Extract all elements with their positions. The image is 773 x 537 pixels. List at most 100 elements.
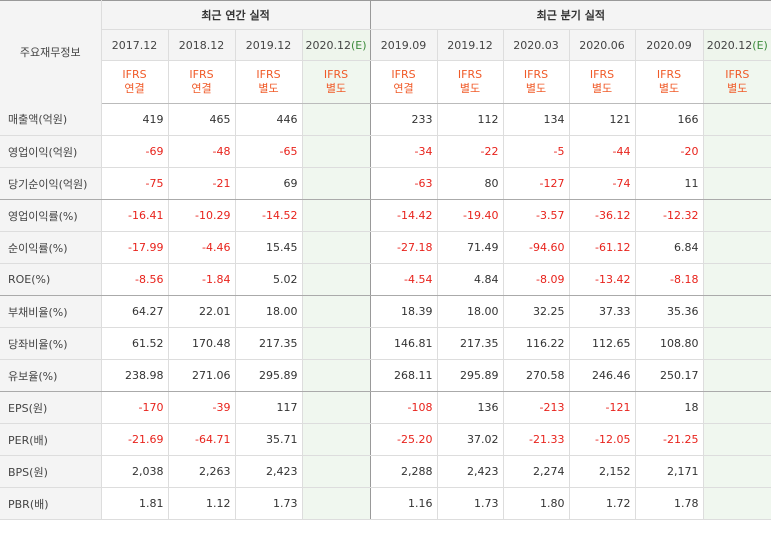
table-row: 영업이익(억원) -69 -48 -65 -34 -22 -5 -44 -20	[0, 135, 772, 168]
table-cell: 4.84	[437, 263, 504, 296]
table-cell: 108.80	[635, 327, 704, 360]
table-cell	[703, 199, 772, 232]
row-label: ROE(%)	[0, 263, 102, 296]
table-cell	[703, 135, 772, 168]
ifrs-basis: IFRS 별도	[302, 60, 371, 104]
table-cell	[302, 135, 371, 168]
period-header: 2019.12	[235, 29, 303, 61]
ifrs-standard: IFRS	[725, 68, 750, 81]
table-row: PBR(배) 1.81 1.12 1.73 1.16 1.73 1.80 1.72 1.78	[0, 487, 772, 520]
table-cell: 2,423	[235, 455, 303, 488]
ifrs-scope: 별도	[258, 82, 279, 95]
row-label: 당좌비율(%)	[0, 327, 102, 360]
ifrs-standard: IFRS	[323, 68, 349, 81]
table-row: 부채비율(%) 64.27 22.01 18.00 18.39 18.00 32.25 37.…	[0, 295, 772, 328]
ifrs-scope: 연결	[191, 82, 212, 95]
table-cell: -12.05	[569, 423, 636, 456]
table-cell: -14.42	[369, 199, 438, 232]
row-label: 영업이익률(%)	[0, 199, 102, 232]
table-cell: 136	[437, 391, 504, 424]
table-cell: -48	[168, 135, 236, 168]
ifrs-scope: 별도	[525, 82, 547, 95]
period-label: 2019.12	[447, 38, 493, 52]
table-cell: -75	[101, 167, 169, 200]
table-cell: -21.33	[503, 423, 570, 456]
table-cell: -108	[369, 391, 438, 424]
table-cell: 295.89	[235, 359, 303, 392]
table-cell	[302, 199, 371, 232]
period-label: 2019.09	[380, 38, 427, 52]
table-cell: -74	[569, 167, 636, 200]
table-cell: 217.35	[235, 327, 303, 360]
table-cell: -8.09	[503, 263, 570, 296]
table-cell: 2,423	[437, 455, 504, 488]
ifrs-scope: 별도	[325, 82, 347, 95]
ifrs-scope: 별도	[658, 82, 680, 95]
table-cell: 69	[235, 167, 303, 200]
table-cell	[302, 455, 371, 488]
period-label: 2017.12	[111, 38, 158, 52]
row-label: 유보율(%)	[0, 359, 102, 392]
period-header: 2020.03	[503, 29, 570, 61]
table-cell: -10.29	[168, 199, 236, 232]
period-header: 2019.12	[437, 29, 504, 61]
period-label: 2020.12	[305, 38, 351, 52]
table-cell: 2,038	[101, 455, 169, 488]
period-header: 2020.12(E)	[302, 29, 371, 61]
table-cell: 37.33	[569, 295, 636, 328]
row-label: BPS(원)	[0, 455, 102, 488]
table-cell: -61.12	[569, 231, 636, 264]
ifrs-standard: IFRS	[589, 68, 615, 81]
table-row: EPS(원) -170 -39 117 -108 136 -213 -121 18	[0, 391, 772, 424]
table-row: 당기순이익(억원) -75 -21 69 -63 80 -127 -74 11	[0, 167, 772, 200]
table-cell: -4.54	[369, 263, 438, 296]
table-cell: 11	[635, 167, 704, 200]
ifrs-standard: IFRS	[391, 68, 416, 81]
table-cell: 1.73	[235, 487, 303, 520]
table-cell: 112.65	[569, 327, 636, 360]
period-header: 2020.12(E)	[703, 29, 772, 61]
table-cell	[302, 295, 371, 328]
ifrs-basis: IFRS 별도	[569, 60, 636, 104]
table-cell: -94.60	[503, 231, 570, 264]
table-cell: 1.78	[635, 487, 704, 520]
row-label: 당기순이익(억원)	[0, 167, 102, 200]
table-cell: 1.73	[437, 487, 504, 520]
table-cell: -12.32	[635, 199, 704, 232]
table-cell	[703, 455, 772, 488]
table-cell: -4.46	[168, 231, 236, 264]
table-cell: 166	[635, 103, 704, 136]
table-cell: 270.58	[503, 359, 570, 392]
ifrs-scope: 연결	[124, 82, 145, 95]
table-cell: -1.84	[168, 263, 236, 296]
table-cell: 35.36	[635, 295, 704, 328]
table-cell	[703, 423, 772, 456]
row-label: PER(배)	[0, 423, 102, 456]
table-cell: 6.84	[635, 231, 704, 264]
corner-label: 주요재무정보	[0, 0, 102, 104]
row-label: EPS(원)	[0, 391, 102, 424]
ifrs-basis: IFRS 별도	[635, 60, 704, 104]
financial-summary-table: 주요재무정보 최근 연간 실적 최근 분기 실적 2017.12 2018.12 2…	[0, 0, 772, 520]
table-cell: 2,288	[369, 455, 438, 488]
row-label: PBR(배)	[0, 487, 102, 520]
table-cell	[302, 103, 371, 136]
ifrs-standard: IFRS	[656, 68, 682, 81]
table-cell: -69	[101, 135, 169, 168]
table-cell: 246.46	[569, 359, 636, 392]
table-cell: 1.72	[569, 487, 636, 520]
table-cell: 446	[235, 103, 303, 136]
table-cell: 134	[503, 103, 570, 136]
table-cell: 61.52	[101, 327, 169, 360]
table-row: 당좌비율(%) 61.52 170.48 217.35 146.81 217.35 116.…	[0, 327, 772, 360]
table-cell	[703, 327, 772, 360]
table-cell	[302, 327, 371, 360]
table-cell	[703, 103, 772, 136]
table-cell: 2,274	[503, 455, 570, 488]
table-cell: 233	[369, 103, 438, 136]
table-cell	[302, 423, 371, 456]
table-cell: -17.99	[101, 231, 169, 264]
table-cell	[302, 167, 371, 200]
period-label: 2019.12	[245, 38, 292, 52]
table-cell: -13.42	[569, 263, 636, 296]
